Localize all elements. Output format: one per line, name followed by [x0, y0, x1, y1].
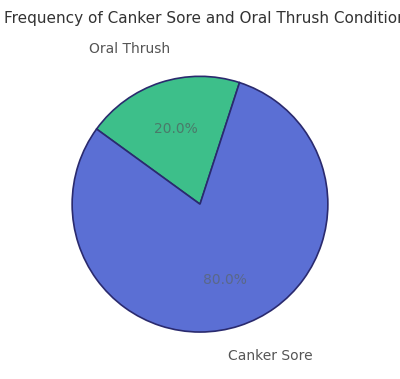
Text: Canker Sore: Canker Sore: [228, 349, 313, 363]
Text: Frequency of Canker Sore and Oral Thrush Conditions: Frequency of Canker Sore and Oral Thrush…: [4, 11, 400, 27]
Text: 80.0%: 80.0%: [202, 273, 246, 287]
Wedge shape: [72, 83, 328, 332]
Text: Oral Thrush: Oral Thrush: [89, 42, 170, 56]
Wedge shape: [96, 76, 240, 204]
Text: 20.0%: 20.0%: [154, 122, 197, 136]
